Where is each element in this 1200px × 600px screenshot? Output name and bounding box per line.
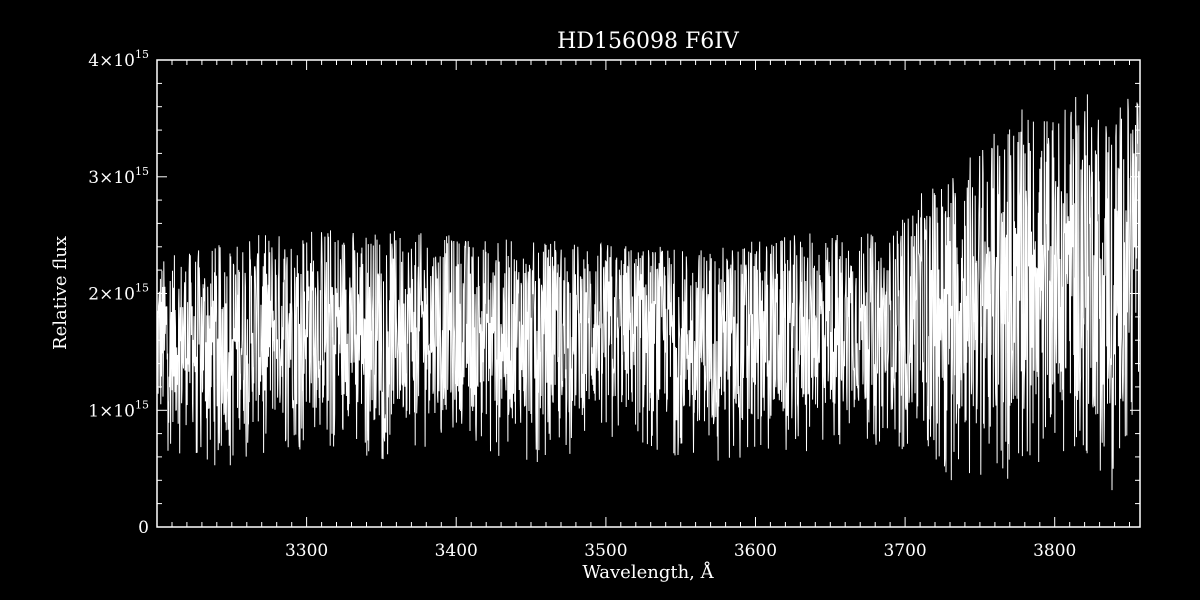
y-tick-label: 4×1015 [88,48,149,71]
x-axis-label: Wavelength, Å [582,561,714,583]
y-tick-label: 3×1015 [88,165,149,188]
plot-frame [156,59,1141,528]
x-tick-label: 3400 [435,541,478,561]
x-tick-label: 3800 [1033,541,1076,561]
y-tick-label: 1×1015 [88,398,149,421]
x-tick-labels: 3300 3400 3500 3600 3700 3800 [285,541,1076,561]
x-tick-label: 3600 [734,541,777,561]
x-tick-label: 3700 [883,541,926,561]
plot-area [156,59,1141,528]
y-axis-label: Relative flux [50,236,71,350]
x-tick-label: 3500 [584,541,627,561]
y-tick-labels: 0 1×1015 2×1015 3×1015 4×1015 [88,48,149,538]
spectrum-line [156,94,1141,491]
chart-title: HD156098 F6IV [557,29,740,54]
y-tick-label: 0 [138,518,149,538]
x-tick-label: 3300 [285,541,328,561]
y-tick-label: 2×1015 [88,282,149,305]
axis-ticks [156,59,1140,528]
